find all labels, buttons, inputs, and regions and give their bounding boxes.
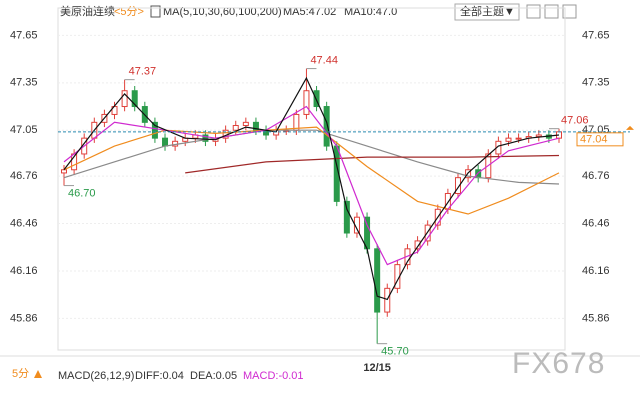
candle-body [535,134,542,138]
candle-body [343,200,350,234]
icon-button[interactable] [544,4,559,19]
extreme-label: 47.37 [129,66,157,78]
candle-body [505,137,512,142]
candle-body [414,240,421,250]
candle-body [151,121,158,139]
icon-button[interactable] [526,4,541,19]
y-tick-label: 47.65 [582,29,610,41]
candle-body [454,177,461,194]
y-tick-label: 45.86 [10,312,38,324]
macd-params: MACD(26,12,9) [58,370,134,382]
candle-body [202,134,209,142]
x-tick-label: 12/15 [363,362,391,374]
ma10: MA10:47.0 [344,6,397,18]
ma-line [185,154,560,174]
diff: DIFF:0.04 [135,370,184,382]
candle-body [303,90,310,115]
theme-label[interactable]: 全部主题▼ [460,4,515,18]
icon[interactable] [150,5,161,18]
symbol: 美原油连续 [60,4,115,18]
candle-body [232,125,239,131]
footer-period[interactable]: 5分 [12,367,29,380]
y-tick-label: 46.16 [10,265,38,277]
y-tick-label: 46.46 [10,217,38,229]
y-tick-label: 46.76 [10,170,38,182]
extreme-label: 47.44 [310,54,338,66]
candle-body [313,90,320,108]
price-tag-label: 47.04 [580,134,608,146]
y-tick-label: 46.46 [582,217,610,229]
candle-body [242,121,249,127]
extreme-label: 45.70 [381,346,409,358]
dropdown-icon[interactable] [34,370,42,378]
y-tick-label: 47.05 [10,124,38,136]
ma-line [63,126,560,215]
candle-body [131,90,138,108]
period[interactable]: <5分> [114,5,144,18]
ma-line [63,76,560,301]
price-tag [576,132,624,147]
watermark: FX678 [512,347,605,380]
icon-button[interactable] [562,4,577,19]
ma5: MA5:47.02 [283,6,336,18]
extreme-label: 47.06 [561,115,589,127]
candle-body [61,169,67,174]
y-tick-label: 46.76 [582,170,610,182]
candle-body [384,287,391,313]
candle-body [121,90,128,108]
dea: DEA:0.05 [190,370,237,382]
plot-frame [57,7,566,351]
extreme-label: 46.70 [68,187,96,199]
y-tick-label: 47.35 [10,77,38,89]
y-tick-label: 47.35 [582,77,610,89]
y-tick-label: 45.86 [582,312,610,324]
ma-params: MA(5,10,30,60,100,200) [163,6,282,18]
candle-body [515,137,522,140]
ma-line [63,129,560,185]
macd: MACD:-0.01 [243,370,304,382]
y-tick-label: 46.16 [582,265,610,277]
price-arrow [626,125,634,130]
candle-body [323,106,330,147]
candle-body [162,137,169,147]
candle-body [374,248,381,313]
y-tick-label: 47.65 [10,29,38,41]
